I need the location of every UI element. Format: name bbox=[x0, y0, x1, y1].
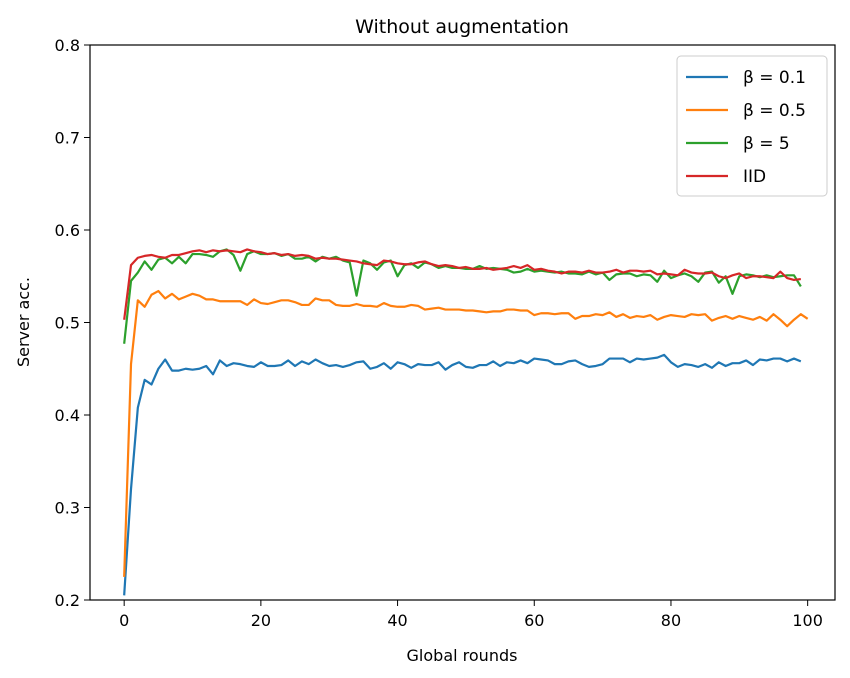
legend-label-4: IID bbox=[743, 167, 766, 187]
y-tick-label: 0.3 bbox=[55, 499, 80, 518]
y-tick-label: 0.7 bbox=[55, 129, 80, 148]
y-tick-label: 0.6 bbox=[55, 221, 80, 240]
y-tick-label: 0.4 bbox=[55, 406, 80, 425]
x-axis-label: Global rounds bbox=[407, 646, 518, 665]
x-tick-label: 80 bbox=[661, 611, 681, 630]
series-layer bbox=[123, 248, 809, 596]
chart-title: Without augmentation bbox=[355, 16, 569, 38]
x-tick-label: 60 bbox=[524, 611, 544, 630]
legend-label-3: β = 5 bbox=[743, 134, 790, 154]
x-tick-label: 100 bbox=[792, 611, 823, 630]
x-tick-label: 20 bbox=[251, 611, 271, 630]
y-tick-label: 0.8 bbox=[55, 36, 80, 55]
legend-label-1: β = 0.1 bbox=[743, 68, 806, 88]
y-tick-label: 0.5 bbox=[55, 314, 80, 333]
legend-label-2: β = 0.5 bbox=[743, 101, 806, 121]
series-line-4 bbox=[123, 248, 801, 320]
legend-box bbox=[676, 55, 828, 197]
series-line-1 bbox=[123, 353, 802, 596]
legend: β = 0.1 β = 0.5 β = 5 IID bbox=[676, 55, 828, 197]
y-axis-label: Server acc. bbox=[14, 277, 33, 367]
series-line-2 bbox=[123, 289, 809, 577]
x-tick-label: 0 bbox=[119, 611, 129, 630]
ticks-layer: 0 20 40 60 80 100 0.2 0.3 0.4 0.5 0.6 0.7 0.8 bbox=[55, 36, 823, 630]
x-tick-label: 40 bbox=[387, 611, 407, 630]
y-tick-label: 0.2 bbox=[55, 591, 80, 610]
